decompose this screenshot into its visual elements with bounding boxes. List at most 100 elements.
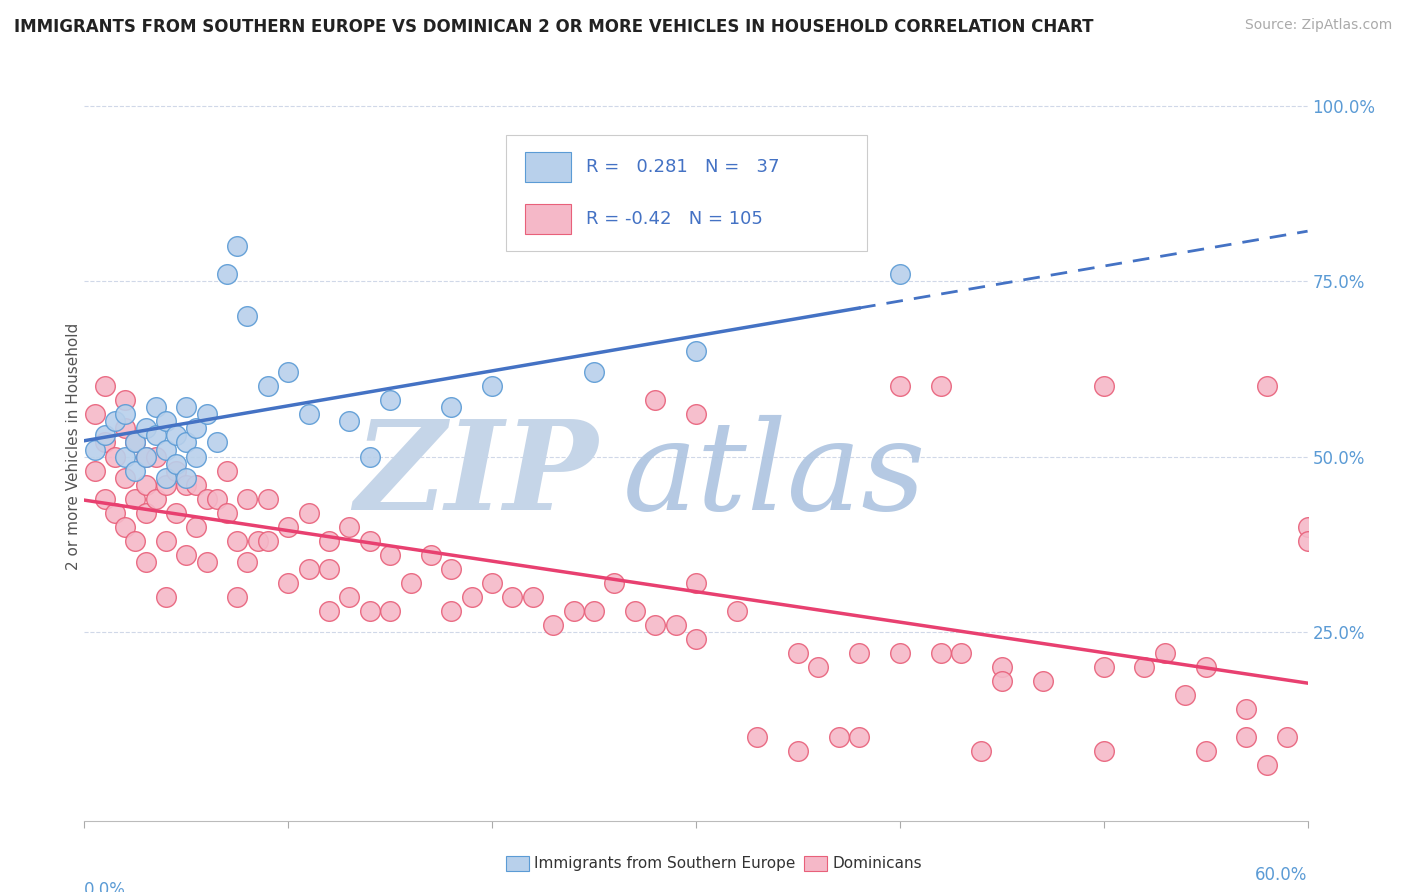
Text: Dominicans: Dominicans — [832, 856, 922, 871]
Point — [644, 393, 666, 408]
Text: R = -0.42   N = 105: R = -0.42 N = 105 — [586, 210, 763, 227]
Point — [339, 590, 361, 604]
Point — [205, 491, 228, 506]
Point — [93, 379, 115, 393]
Point — [481, 379, 503, 393]
Point — [165, 463, 187, 477]
Point — [991, 673, 1014, 688]
Point — [277, 575, 299, 590]
Point — [93, 491, 115, 506]
Point — [502, 590, 524, 604]
Point — [929, 646, 952, 660]
Point — [124, 463, 146, 477]
Point — [257, 491, 280, 506]
Point — [1236, 730, 1258, 744]
Point — [114, 519, 136, 533]
Point — [114, 421, 136, 435]
Point — [970, 743, 993, 757]
Point — [114, 470, 136, 484]
Point — [481, 575, 503, 590]
Point — [257, 379, 280, 393]
Point — [186, 421, 208, 435]
Point — [787, 646, 810, 660]
Point — [83, 442, 105, 457]
Point — [583, 366, 606, 380]
Point — [145, 491, 167, 506]
Point — [1195, 659, 1218, 673]
Point — [889, 379, 911, 393]
Point — [155, 470, 177, 484]
Point — [747, 730, 769, 744]
Point — [359, 603, 381, 617]
Point — [174, 401, 197, 415]
Point — [174, 477, 197, 491]
Point — [950, 646, 973, 660]
Text: Source: ZipAtlas.com: Source: ZipAtlas.com — [1244, 18, 1392, 32]
Point — [380, 393, 402, 408]
Point — [277, 519, 299, 533]
Point — [889, 268, 911, 282]
Point — [420, 548, 443, 562]
Point — [380, 603, 402, 617]
Point — [165, 428, 187, 442]
Point — [135, 421, 157, 435]
Point — [1277, 730, 1299, 744]
FancyBboxPatch shape — [524, 203, 571, 234]
Point — [124, 435, 146, 450]
Point — [104, 506, 127, 520]
Point — [359, 450, 381, 464]
Point — [246, 533, 269, 548]
Point — [165, 457, 187, 471]
Point — [807, 659, 830, 673]
Point — [135, 555, 157, 569]
Point — [145, 428, 167, 442]
Point — [848, 646, 870, 660]
Point — [1296, 519, 1319, 533]
Point — [257, 533, 280, 548]
Point — [787, 743, 810, 757]
Point — [1174, 688, 1197, 702]
Point — [1256, 379, 1278, 393]
Point — [380, 548, 402, 562]
Point — [186, 519, 208, 533]
Point — [298, 506, 321, 520]
Point — [399, 575, 422, 590]
Point — [1032, 673, 1054, 688]
Point — [145, 401, 167, 415]
Point — [339, 415, 361, 429]
Text: 0.0%: 0.0% — [84, 880, 127, 892]
Point — [1154, 646, 1177, 660]
Point — [298, 408, 321, 422]
Point — [217, 506, 239, 520]
Point — [217, 268, 239, 282]
Point — [124, 491, 146, 506]
Point — [339, 519, 361, 533]
Text: IMMIGRANTS FROM SOUTHERN EUROPE VS DOMINICAN 2 OR MORE VEHICLES IN HOUSEHOLD COR: IMMIGRANTS FROM SOUTHERN EUROPE VS DOMIN… — [14, 18, 1094, 36]
Point — [318, 533, 340, 548]
Point — [174, 435, 197, 450]
Point — [685, 632, 707, 646]
Point — [93, 435, 115, 450]
Point — [1133, 659, 1156, 673]
Point — [543, 617, 565, 632]
Point — [318, 561, 340, 575]
Text: 60.0%: 60.0% — [1256, 865, 1308, 884]
Point — [1296, 533, 1319, 548]
Point — [236, 310, 259, 324]
Point — [848, 730, 870, 744]
Point — [93, 428, 115, 442]
Point — [135, 450, 157, 464]
Point — [236, 491, 259, 506]
Point — [226, 590, 249, 604]
Point — [195, 555, 218, 569]
Point — [186, 450, 208, 464]
Point — [685, 344, 707, 359]
Point — [1195, 743, 1218, 757]
Point — [186, 477, 208, 491]
Point — [155, 533, 177, 548]
FancyBboxPatch shape — [524, 152, 571, 181]
Text: R =   0.281   N =   37: R = 0.281 N = 37 — [586, 158, 779, 176]
Point — [124, 533, 146, 548]
Point — [195, 491, 218, 506]
Point — [155, 442, 177, 457]
